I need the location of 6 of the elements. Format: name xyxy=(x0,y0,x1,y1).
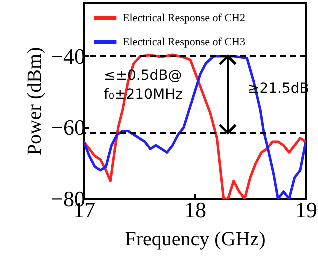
x-tick-label: 19 xyxy=(296,198,318,222)
x-tick-label: 18 xyxy=(184,198,206,222)
x-axis-title: Frequency (GHz) xyxy=(125,228,266,250)
legend-label: Electrical Response of CH2 xyxy=(123,12,246,24)
legend-label: Electrical Response of CH3 xyxy=(123,36,246,48)
y-axis-title: Power (dBm) xyxy=(24,47,46,156)
